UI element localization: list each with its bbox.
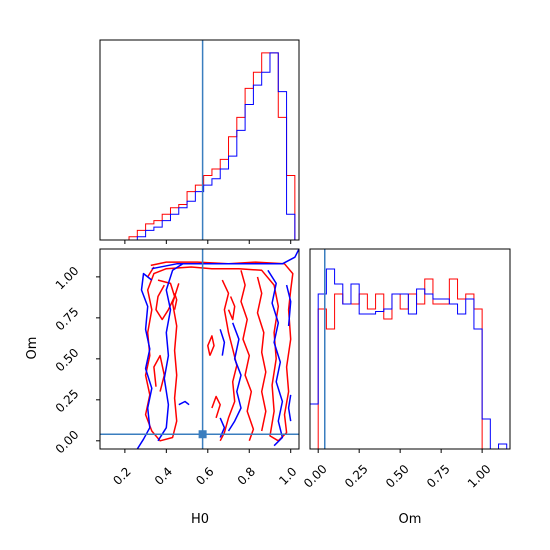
- om-hist-x-tick-label-1: 0.25: [342, 462, 371, 491]
- contour-y-tick-label-0: 0.00: [53, 428, 82, 457]
- om-hist-blue: [309, 268, 508, 450]
- red-contour-6: [256, 276, 267, 432]
- om-hist-x-tick-label-3: 0.75: [424, 462, 453, 491]
- contour-y-tick-label-4: 1.00: [53, 264, 82, 293]
- contour-x-tick-label-4: 1.0: [276, 464, 299, 487]
- blue-contour-8: [287, 394, 292, 422]
- blue-contour-9: [219, 329, 226, 356]
- blue-contour-1: [157, 263, 184, 442]
- contour-frame: [99, 248, 300, 450]
- y-axis-label-om: Om: [25, 337, 40, 360]
- contour-lines: [136, 249, 299, 449]
- om-marginal-panel: 0.00 0.25 0.50 0.75 1.00: [301, 248, 511, 491]
- h0-hist-red: [120, 52, 296, 241]
- blue-contour-0: [136, 272, 153, 449]
- contour-x-tick-label-2: 0.6: [193, 464, 216, 487]
- red-contour-5: [240, 270, 255, 442]
- om-hist-x-tick-label-0: 0.00: [301, 462, 330, 491]
- h0-marginal-panel: [99, 39, 300, 244]
- h0-om-contour-panel: 0.2 0.4 0.6 0.8 1.0 0.00 0.25 0.50 0.75 1.00: [53, 248, 300, 488]
- contour-x-tick-label-0: 0.2: [110, 464, 133, 487]
- blue-contour-4: [227, 322, 242, 432]
- blue-contour-3: [267, 269, 284, 447]
- om-hist-frame: [309, 248, 511, 450]
- x-axis-label-h0: H0: [191, 512, 209, 527]
- red-contour-10: [227, 296, 236, 321]
- red-contour-7: [207, 335, 215, 356]
- x-axis-label-om: Om: [399, 512, 422, 527]
- blue-contour-5: [178, 400, 190, 406]
- contour-y-tick-label-3: 0.75: [53, 305, 82, 334]
- red-contour-2: [155, 279, 176, 321]
- h0-hist-blue: [120, 52, 296, 241]
- om-hist-x-tick-label-2: 0.50: [383, 462, 412, 491]
- contour-y-tick-label-2: 0.50: [53, 346, 82, 375]
- blue-contour-2: [151, 249, 299, 270]
- contour-x-tick-label-3: 0.8: [235, 464, 258, 487]
- red-contour-9: [173, 293, 178, 310]
- h0-hist-frame: [99, 39, 300, 241]
- contour-x-tick-label-1: 0.4: [152, 464, 175, 487]
- truth-marker: [198, 430, 207, 439]
- red-contour-3: [153, 354, 166, 392]
- om-hist-x-tick-label-4: 1.00: [465, 462, 494, 491]
- blue-contour-7: [285, 284, 292, 327]
- red-contour-8: [211, 395, 221, 419]
- contour-y-tick-label-1: 0.25: [53, 387, 82, 416]
